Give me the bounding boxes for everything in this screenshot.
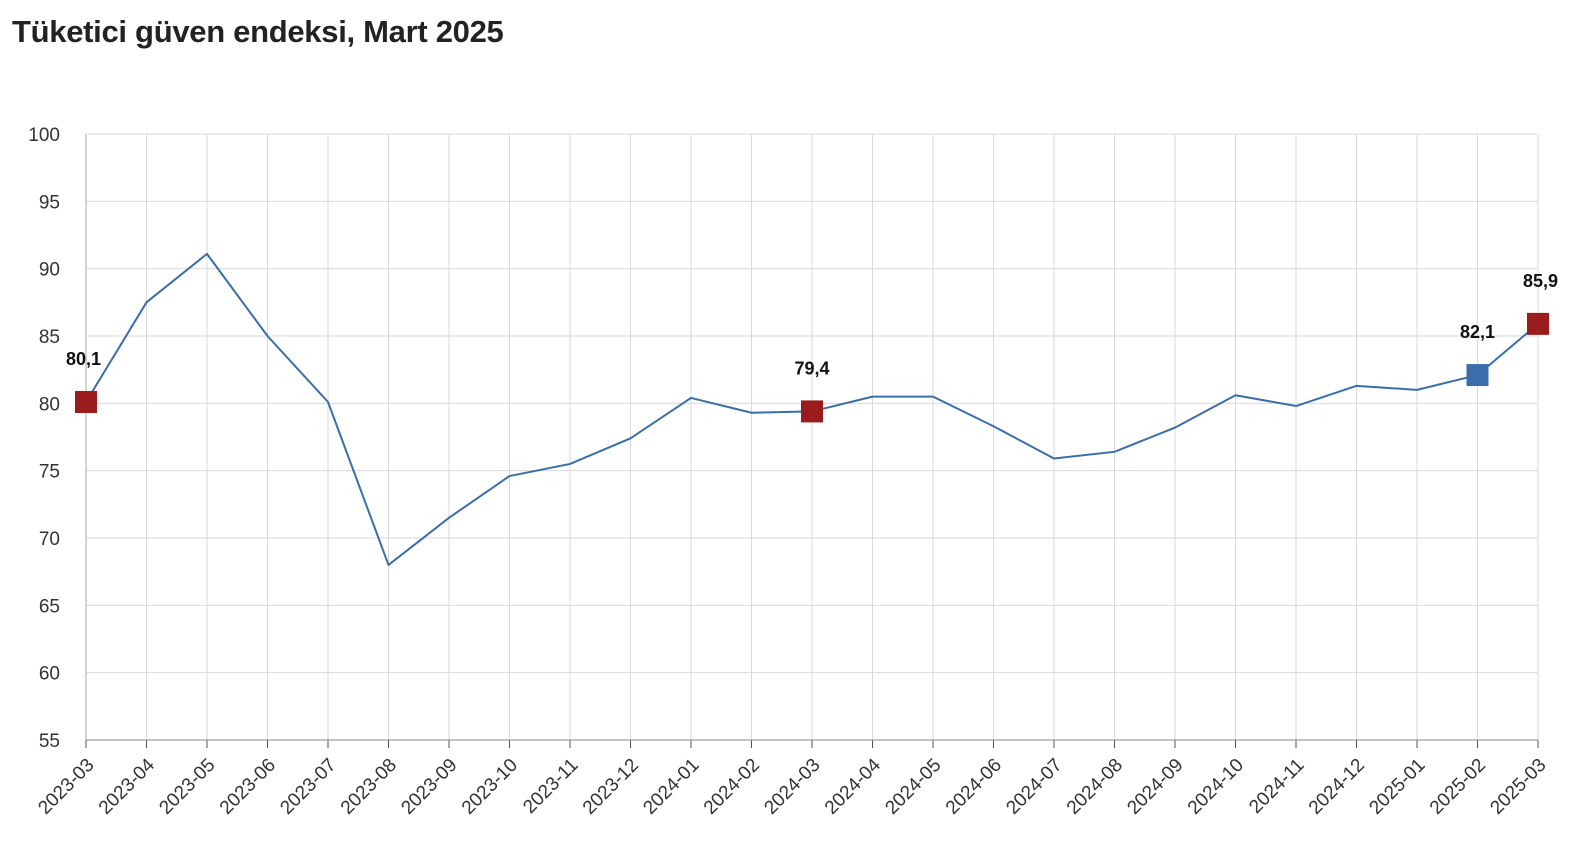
- x-tick-label: 2023-08: [337, 755, 401, 819]
- x-tick-label: 2023-10: [458, 755, 522, 819]
- x-tick-label: 2024-06: [942, 755, 1006, 819]
- y-tick-label: 80: [39, 394, 60, 415]
- chart-title: Tüketici güven endeksi, Mart 2025: [12, 14, 504, 49]
- grid-lines: [85, 133, 1539, 741]
- x-tick-label: 2023-07: [276, 755, 340, 819]
- highlight-marker: [1466, 364, 1489, 387]
- x-tick-label: 2023-04: [95, 754, 159, 818]
- x-tick-label: 2024-10: [1184, 755, 1248, 819]
- axis-labels: 5560657075808590951002023-032023-042023-…: [28, 125, 1550, 819]
- x-tick-label: 2024-03: [760, 755, 824, 819]
- highlight-marker: [1527, 312, 1549, 335]
- y-tick-label: 60: [39, 664, 60, 685]
- x-tick-label: 2025-03: [1486, 755, 1550, 819]
- x-tick-label: 2025-01: [1365, 755, 1429, 819]
- x-tick-label: 2025-02: [1426, 755, 1490, 819]
- data-label: 85,9: [1523, 271, 1558, 291]
- highlight-marker: [75, 390, 97, 413]
- data-label: 79,4: [794, 358, 829, 378]
- x-tick-label: 2024-05: [881, 755, 945, 819]
- y-tick-label: 55: [39, 731, 60, 752]
- y-tick-label: 90: [39, 260, 60, 281]
- y-tick-label: 100: [28, 125, 60, 146]
- x-tick-label: 2024-08: [1063, 755, 1127, 819]
- x-tick-label: 2023-06: [216, 755, 280, 819]
- data-label: 82,1: [1460, 322, 1495, 342]
- highlight-marker: [801, 400, 823, 423]
- x-tick-label: 2024-12: [1305, 755, 1369, 819]
- y-tick-label: 70: [39, 529, 60, 550]
- x-tick-label: 2024-09: [1123, 755, 1187, 819]
- x-tick-label: 2024-07: [1002, 755, 1066, 819]
- x-tick-label: 2023-09: [397, 755, 461, 819]
- data-label: 80,1: [66, 349, 101, 369]
- x-tick-label: 2023-11: [519, 755, 582, 818]
- y-tick-label: 75: [39, 462, 60, 483]
- y-tick-label: 95: [39, 192, 60, 213]
- x-tick-label: 2023-03: [34, 755, 98, 819]
- y-tick-label: 65: [39, 596, 60, 617]
- x-tick-label: 2024-02: [700, 755, 764, 819]
- x-tick-label: 2023-12: [579, 755, 643, 819]
- highlight-markers: 80,1 79,4 82,1 85,9: [66, 271, 1558, 423]
- x-tick-label: 2024-11: [1245, 755, 1308, 818]
- x-tick-label: 2024-04: [821, 754, 885, 818]
- x-tick-label: 2024-01: [639, 755, 703, 819]
- y-tick-label: 85: [39, 327, 60, 348]
- x-tick-label: 2023-05: [155, 755, 219, 819]
